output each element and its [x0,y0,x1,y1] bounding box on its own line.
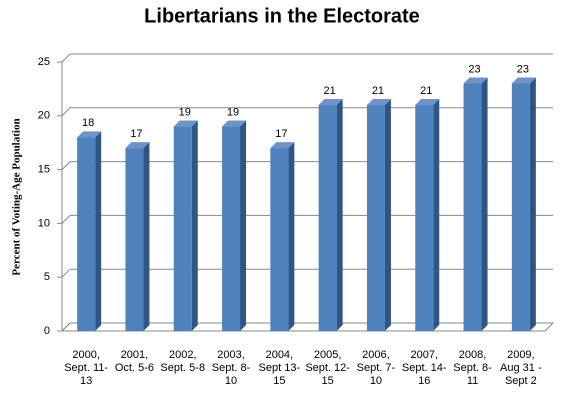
bar [415,99,440,331]
value-label: 17 [130,128,142,140]
bar-top [366,99,391,106]
x-tick-label: 2001, Oct. 5-6 [114,349,154,374]
bar-side [288,142,295,331]
bar-front [270,148,289,331]
bar-top [222,120,247,127]
bar-front [511,83,530,332]
value-label: 17 [275,128,287,140]
bar [366,99,391,331]
bar [125,142,150,331]
x-tick-label: 2000, Sept. 11-13 [64,349,109,387]
x-tick-label: 2003, Sept. 8-10 [211,349,251,387]
grid-line [61,214,553,224]
y-axis-label: Percent of Voting-Age Population [11,118,23,275]
bar-top [173,120,198,127]
value-label: 23 [517,63,529,75]
y-tick-label: 10 [38,217,50,229]
grid-line [61,53,553,63]
bar-front [77,137,96,331]
bar-front [463,83,482,332]
value-label: 21 [420,85,432,97]
bar-side [481,77,488,332]
value-label: 21 [324,85,336,97]
bar-top [463,77,488,84]
bar-side [336,99,343,331]
bar-top [511,77,536,84]
bar [222,120,247,331]
bar-front [125,148,144,331]
grid-line [61,107,553,117]
bar-front [318,105,337,331]
grid-line [61,161,553,170]
y-tick-label: 0 [44,325,50,337]
y-tick-label: 20 [38,110,50,122]
y-tick-label: 15 [38,164,50,176]
grid-line [61,322,553,332]
bar-side [529,77,536,332]
bar-side [143,142,150,331]
bar [173,120,198,331]
x-tick-label: 2008, Sept. 8-11 [453,349,492,387]
bar-top [415,99,440,106]
bar-top [270,142,295,149]
bar-side [433,99,440,331]
x-tick-label: 2006, Sept. 7-10 [356,349,396,387]
x-tick-label: 2004, Sept 13-15 [258,349,301,387]
bar-side [240,120,247,331]
bar-front [222,126,241,331]
x-tick-label: 2002, Sept. 5-8 [160,349,206,374]
bar-top [125,142,150,149]
bar-top [77,131,102,138]
grid-line [61,268,553,278]
bar [511,77,536,332]
value-label: 19 [179,106,191,118]
x-tick-label: 2007, Sept. 14-16 [401,349,447,387]
value-label: 23 [468,63,480,75]
bar [318,99,343,331]
value-label: 19 [227,106,239,118]
value-label: 18 [82,117,94,129]
bar [463,77,488,332]
bar-front [415,105,434,331]
x-tick-label: 2009, Aug 31 - Sept 2 [500,349,542,387]
bar [77,131,102,331]
bar-side [191,120,198,331]
value-label: 21 [372,85,384,97]
y-tick-label: 5 [44,271,50,283]
chart-title: Libertarians in the Electorate [144,5,420,27]
bar-side [384,99,391,331]
y-tick-label: 25 [38,56,50,68]
bar-front [366,105,385,331]
bar-front [173,126,192,331]
bar-top [318,99,343,106]
bar-side [95,131,102,331]
bar [270,142,295,331]
x-tick-label: 2005, Sept. 12-15 [305,349,350,387]
